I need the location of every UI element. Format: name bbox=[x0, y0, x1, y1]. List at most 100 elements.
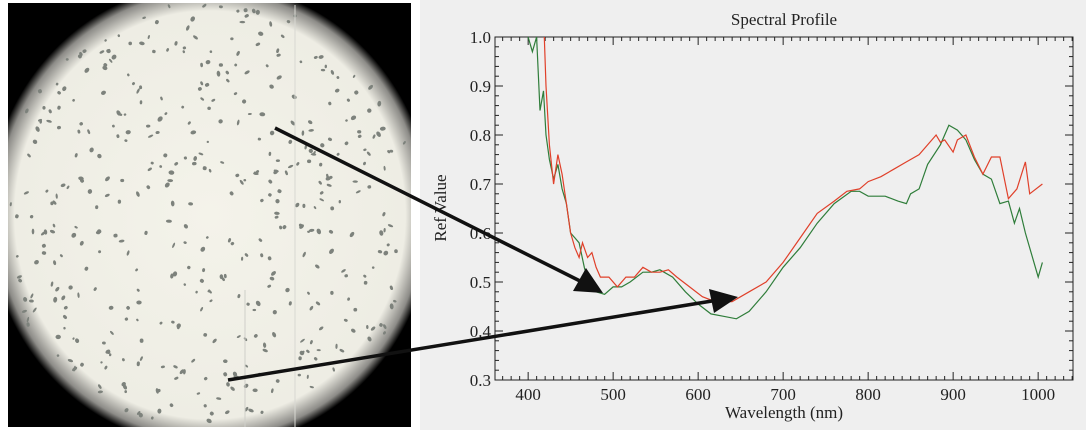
cell-dot bbox=[308, 129, 314, 132]
cell-dot bbox=[276, 53, 281, 57]
cell-dot bbox=[347, 297, 351, 301]
cell-dot bbox=[367, 185, 372, 189]
field-of-view bbox=[8, 3, 411, 427]
cell-dot bbox=[225, 410, 230, 415]
cell-dot bbox=[234, 63, 238, 67]
cell-dot bbox=[257, 137, 262, 141]
cell-dot bbox=[55, 334, 61, 340]
cell-dot bbox=[199, 278, 204, 283]
cell-dot bbox=[244, 253, 249, 257]
cell-dot bbox=[280, 34, 285, 39]
cell-dot bbox=[105, 176, 110, 182]
cell-dot bbox=[209, 299, 213, 303]
x-axis-label: Wavelength (nm) bbox=[725, 403, 843, 422]
cell-dot bbox=[296, 162, 300, 166]
cell-dot bbox=[121, 358, 125, 362]
cell-dot bbox=[275, 159, 280, 163]
cell-dot bbox=[103, 63, 108, 67]
cell-dot bbox=[379, 230, 384, 236]
cell-dot bbox=[53, 296, 58, 303]
cell-dot bbox=[236, 50, 240, 56]
arrowhead-lower-icon bbox=[709, 289, 738, 313]
cell-dot bbox=[338, 200, 342, 204]
cell-dot bbox=[212, 338, 217, 344]
cell-dot bbox=[330, 206, 335, 211]
cell-dot bbox=[89, 147, 94, 153]
cell-dot bbox=[290, 120, 296, 126]
cell-dot bbox=[370, 326, 376, 331]
cell-dot bbox=[354, 90, 359, 95]
cell-dot bbox=[139, 85, 143, 90]
cell-dot bbox=[389, 149, 394, 153]
cell-dot bbox=[75, 338, 80, 344]
cell-dot bbox=[68, 285, 73, 290]
chart-title: Spectral Profile bbox=[731, 10, 837, 29]
cell-dot bbox=[383, 324, 387, 329]
cell-dot bbox=[363, 148, 367, 152]
cell-dot bbox=[200, 246, 206, 252]
cell-dot bbox=[328, 229, 334, 234]
cell-dot bbox=[302, 350, 305, 354]
cell-dot bbox=[297, 373, 301, 377]
cell-dot bbox=[271, 271, 276, 276]
cell-dot bbox=[72, 366, 78, 372]
cell-dot bbox=[223, 273, 227, 279]
cell-dot bbox=[77, 54, 82, 59]
cell-dot bbox=[284, 170, 288, 176]
cell-dot bbox=[366, 151, 371, 156]
cell-dot bbox=[147, 134, 154, 138]
cell-dot bbox=[102, 65, 108, 71]
cell-dot bbox=[136, 191, 140, 197]
cell-dot bbox=[65, 58, 69, 61]
cell-dot bbox=[100, 361, 103, 364]
cell-dot bbox=[299, 224, 304, 229]
cell-dot bbox=[195, 290, 198, 294]
cell-dot bbox=[136, 288, 140, 292]
cell-dot bbox=[188, 202, 193, 206]
cell-dot bbox=[9, 202, 12, 207]
cell-dot bbox=[147, 34, 150, 40]
cell-dot bbox=[186, 25, 190, 31]
arrow-line-upper bbox=[274, 126, 581, 283]
cell-dot bbox=[282, 225, 287, 230]
cell-dot bbox=[124, 139, 128, 142]
cell-dot bbox=[200, 62, 204, 68]
cell-dot bbox=[357, 134, 362, 138]
cell-dot bbox=[98, 384, 102, 389]
cell-dot bbox=[276, 75, 282, 80]
cell-dot bbox=[260, 410, 264, 414]
cell-dot bbox=[383, 250, 389, 256]
cell-dot bbox=[268, 193, 272, 197]
cell-dot bbox=[227, 238, 232, 243]
cell-dot bbox=[244, 406, 249, 412]
cell-dot bbox=[324, 64, 328, 69]
cell-dot bbox=[139, 100, 143, 105]
cell-dot bbox=[139, 41, 145, 46]
cell-dot bbox=[262, 342, 267, 348]
cell-dot bbox=[160, 96, 163, 101]
y-tick-label: 0.7 bbox=[470, 175, 492, 194]
cell-dot bbox=[46, 119, 52, 123]
cell-dot bbox=[72, 337, 75, 340]
cell-dot bbox=[26, 322, 30, 327]
cell-dot bbox=[367, 336, 372, 342]
cell-dot bbox=[386, 243, 390, 247]
cell-dot bbox=[349, 231, 355, 238]
cell-dot bbox=[167, 179, 174, 183]
cell-dot bbox=[190, 16, 196, 22]
series-line-0 bbox=[527, 37, 1043, 320]
cell-dot bbox=[229, 191, 234, 196]
cell-dot bbox=[104, 365, 108, 370]
cell-dot bbox=[363, 274, 367, 278]
cell-dot bbox=[117, 199, 122, 204]
cell-dot bbox=[245, 364, 249, 368]
cell-dot bbox=[302, 251, 306, 258]
cell-dot bbox=[315, 301, 321, 306]
cell-dot bbox=[38, 118, 42, 122]
cell-dot bbox=[74, 226, 78, 229]
cell-dot bbox=[183, 224, 188, 229]
cell-dot bbox=[286, 20, 291, 24]
cell-dot bbox=[104, 193, 110, 198]
cell-dot bbox=[243, 8, 248, 13]
cell-dot bbox=[310, 153, 317, 156]
